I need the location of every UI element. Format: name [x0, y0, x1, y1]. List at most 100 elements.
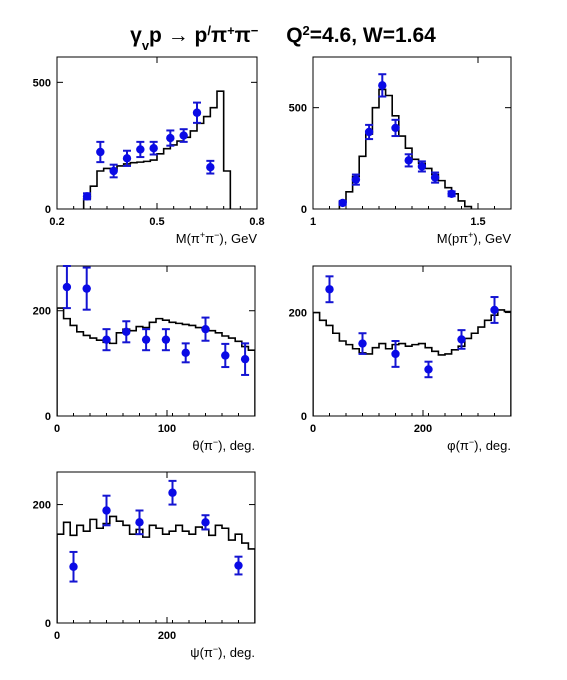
- marker: [364, 127, 374, 137]
- data-point: [192, 101, 202, 124]
- y-tick-label: 500: [289, 103, 307, 115]
- x-tick-label: 100: [158, 423, 176, 435]
- marker: [141, 335, 151, 344]
- data-point: [201, 514, 210, 531]
- data-point: [149, 140, 158, 156]
- data-point: [201, 316, 210, 342]
- marker: [447, 189, 456, 198]
- data-point: [179, 128, 188, 143]
- x-axis-label: M(pπ+), GeV: [437, 230, 512, 246]
- y-tick-label: 0: [45, 618, 51, 630]
- data-point: [109, 163, 118, 179]
- marker: [201, 324, 210, 334]
- y-tick-label: 0: [301, 204, 307, 216]
- x-tick-label: 1.5: [470, 216, 485, 228]
- mc-histogram: [338, 88, 473, 209]
- panel-m-ppi: 1 1.5 0 500 M(pπ+), GeV: [289, 56, 512, 246]
- marker: [136, 145, 145, 154]
- marker: [135, 518, 144, 527]
- marker: [168, 488, 177, 497]
- mc-histogram: [82, 90, 232, 209]
- data-point: [166, 129, 175, 147]
- marker: [192, 108, 202, 117]
- y-tick-label: 200: [289, 308, 307, 320]
- marker: [201, 518, 210, 527]
- data-point: [447, 189, 456, 198]
- data-point: [240, 342, 250, 376]
- x-tick-label: 0.2: [49, 216, 64, 228]
- marker: [122, 327, 131, 336]
- x-axis-label: M(π+π−), GeV: [176, 230, 258, 246]
- marker: [161, 335, 171, 344]
- x-tick-label: 200: [414, 423, 432, 435]
- y-tick-label: 0: [45, 204, 51, 216]
- mc-histogram: [57, 307, 255, 416]
- marker: [102, 506, 111, 515]
- marker: [490, 305, 499, 315]
- marker: [206, 163, 215, 172]
- marker: [338, 198, 347, 208]
- data-point: [136, 140, 145, 159]
- y-tick-label: 200: [33, 306, 51, 318]
- data-point: [161, 328, 171, 352]
- data-point: [378, 73, 387, 98]
- panel-psi: 0 200 0 200 ψ(π−), deg.: [33, 471, 256, 660]
- mc-histogram: [57, 515, 255, 623]
- marker: [96, 147, 105, 157]
- data-point: [181, 342, 190, 364]
- marker: [391, 123, 400, 133]
- x-tick-label: 0: [310, 423, 316, 435]
- y-tick-label: 200: [33, 500, 51, 512]
- data-point: [364, 123, 374, 141]
- x-axis-label: ψ(π−), deg.: [190, 644, 255, 660]
- x-tick-label: 0.5: [149, 216, 164, 228]
- marker: [181, 348, 190, 358]
- marker: [417, 162, 427, 171]
- marker: [457, 335, 466, 344]
- marker: [404, 156, 413, 165]
- marker: [221, 351, 230, 360]
- marker: [102, 335, 111, 344]
- marker: [358, 339, 367, 348]
- data-point: [102, 494, 111, 527]
- marker: [430, 173, 440, 182]
- marker: [82, 192, 92, 201]
- marker: [391, 349, 400, 359]
- x-tick-label: 200: [158, 630, 176, 642]
- data-point: [338, 198, 347, 208]
- data-point: [122, 149, 132, 167]
- mc-histogram: [313, 309, 511, 416]
- data-point: [141, 328, 151, 352]
- y-tick-label: 0: [301, 411, 307, 423]
- panel-theta: 0 100 0 200 θ(π−), deg.: [33, 265, 256, 453]
- data-point: [82, 266, 91, 311]
- marker: [240, 354, 250, 364]
- marker: [351, 175, 361, 184]
- data-point: [62, 265, 72, 310]
- marker: [82, 284, 91, 293]
- marker: [378, 81, 387, 90]
- marker: [149, 144, 158, 153]
- marker: [424, 365, 433, 374]
- data-point: [221, 342, 230, 369]
- x-axis-label: θ(π−), deg.: [192, 437, 255, 453]
- data-point: [82, 192, 92, 201]
- y-tick-label: 500: [33, 77, 51, 89]
- x-tick-label: 0: [54, 423, 60, 435]
- data-point: [424, 360, 433, 379]
- figure-title: γvp → p/π+π− Q2=4.6, W=1.64: [130, 23, 436, 53]
- data-point: [391, 340, 400, 368]
- x-tick-label: 0.8: [249, 216, 264, 228]
- marker: [109, 166, 118, 176]
- data-point: [122, 320, 131, 344]
- marker: [325, 285, 334, 294]
- data-point: [490, 296, 499, 324]
- data-point: [96, 140, 105, 164]
- data-point: [404, 153, 413, 168]
- data-point: [457, 329, 466, 350]
- x-tick-label: 0: [54, 630, 60, 642]
- panel-m-pipi: 0.2 0.5 0.8 0 500 M(π+π−), GeV: [33, 56, 265, 246]
- marker: [122, 154, 132, 163]
- plot-frame: [56, 471, 256, 624]
